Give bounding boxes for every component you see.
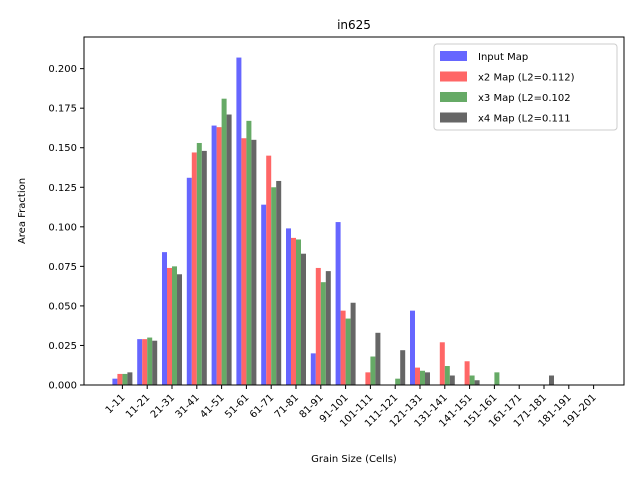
- y-tick-label: 0.025: [48, 341, 77, 352]
- x-tick-label: 51-61: [223, 392, 251, 420]
- legend-label: x4 Map (L2=0.111: [478, 114, 571, 125]
- bar-series4-51-61: [251, 139, 257, 385]
- bar-series1-121-131: [410, 310, 415, 385]
- bar-series3-81-91: [320, 282, 326, 385]
- bar-series2-91-101: [340, 310, 346, 385]
- bar-series1-71-81: [286, 228, 291, 385]
- bar-series1-61-71: [261, 204, 267, 385]
- bar-series3-141-151: [469, 375, 475, 385]
- bar-series4-131-141: [449, 375, 455, 385]
- bar-series4-21-31: [177, 274, 182, 385]
- bar-series2-71-81: [291, 237, 296, 385]
- y-tick-label: 0.050: [48, 301, 77, 312]
- legend-swatch: [440, 92, 467, 102]
- bar-series2-101-111: [365, 372, 371, 385]
- bar-series4-111-121: [400, 350, 406, 385]
- y-axis: 0.000 0.025 0.050 0.075 0.100 0.125 0.150 0.175…: [48, 64, 84, 392]
- bar-series3-11-21: [147, 337, 153, 385]
- bar-series1-41-51: [211, 125, 217, 385]
- bar-series1-81-91: [310, 353, 316, 385]
- legend-box: [433, 43, 618, 131]
- legend-label: x3 Map (L2=0.102: [478, 93, 571, 104]
- bar-series3-101-111: [370, 356, 376, 385]
- bar-series1-21-31: [162, 252, 167, 385]
- bar-series2-81-91: [315, 267, 321, 385]
- bar-series4-121-131: [425, 372, 430, 385]
- bar-series3-61-71: [271, 187, 277, 385]
- bar-series2-121-131: [415, 367, 420, 385]
- bar-series3-51-61: [246, 120, 252, 385]
- bar-series1-51-61: [236, 57, 242, 386]
- bar-series3-21-31: [172, 266, 177, 385]
- bar-series2-21-31: [167, 267, 172, 385]
- chart-title: in625: [337, 18, 371, 32]
- bar-series2-131-141: [439, 342, 445, 385]
- bar-series4-41-51: [226, 114, 232, 385]
- legend-label: x2 Map (L2=0.112): [478, 73, 575, 84]
- bar-series3-131-141: [444, 366, 450, 385]
- bar-series4-71-81: [301, 253, 306, 385]
- legend-swatch: [440, 51, 467, 61]
- legend-swatch: [440, 71, 467, 82]
- x-tick-label: 21-31: [149, 392, 177, 420]
- bar-series4-171-181: [549, 375, 554, 385]
- bar-series4-141-151: [474, 380, 480, 385]
- y-tick-label: 0.200: [48, 64, 77, 75]
- x-tick-label: 41-51: [198, 392, 226, 420]
- bar-series2-11-21: [142, 339, 148, 385]
- bar-series1-91-101: [335, 222, 341, 385]
- bar-series3-151-161: [494, 372, 500, 385]
- bar-series1-11-21: [137, 339, 143, 385]
- bar-series2-141-151: [464, 361, 470, 385]
- x-tick-label: 61-71: [248, 392, 276, 420]
- bar-series4-31-41: [201, 150, 207, 385]
- x-tick-label: 31-41: [174, 392, 202, 420]
- bar-series4-91-101: [350, 302, 356, 385]
- legend-label: Input Map: [478, 52, 528, 63]
- bar-series3-111-121: [395, 378, 401, 385]
- bar-series2-51-61: [241, 138, 247, 385]
- bar-series3-31-41: [196, 142, 202, 385]
- y-tick-label: 0.150: [48, 143, 77, 154]
- bar-series1-31-41: [186, 177, 192, 385]
- plot-frame: [83, 36, 625, 386]
- y-tick-label: 0.075: [48, 262, 77, 273]
- y-axis-title: Area Fraction: [17, 178, 28, 244]
- bar-series4-1-11: [127, 372, 133, 385]
- y-tick-label: 0.000: [48, 381, 77, 392]
- bar-series2-1-11: [117, 373, 123, 385]
- bar-series3-71-81: [296, 239, 301, 385]
- bar-series3-41-51: [221, 98, 227, 385]
- y-tick-label: 0.100: [48, 222, 77, 233]
- y-tick-label: 0.125: [48, 183, 77, 194]
- bar-series4-61-71: [276, 180, 282, 385]
- x-tick-label: 71-81: [273, 392, 301, 420]
- x-tick-label: 11-21: [124, 392, 152, 420]
- bar-series4-101-111: [375, 332, 381, 385]
- x-axis-title: Grain Size (Cells): [311, 454, 397, 465]
- bar-series2-41-51: [216, 127, 222, 385]
- legend: Input Map x2 Map (L2=0.112) x3 Map (L2=0.1…: [433, 43, 618, 131]
- x-axis: 1-1111-2121-3131-4141-5151-6161-7171-818…: [104, 385, 599, 430]
- bar-series4-11-21: [152, 340, 158, 385]
- legend-swatch: [440, 112, 467, 123]
- bar-series2-61-71: [266, 155, 272, 385]
- bar-series2-31-41: [191, 152, 197, 385]
- bar-series3-1-11: [122, 373, 128, 385]
- bar-series1-1-11: [112, 378, 118, 385]
- bar-series4-81-91: [325, 271, 331, 385]
- y-tick-label: 0.175: [48, 104, 77, 115]
- bar-series3-121-131: [420, 370, 425, 385]
- bar-series3-91-101: [345, 318, 351, 385]
- bars-group: [112, 57, 554, 386]
